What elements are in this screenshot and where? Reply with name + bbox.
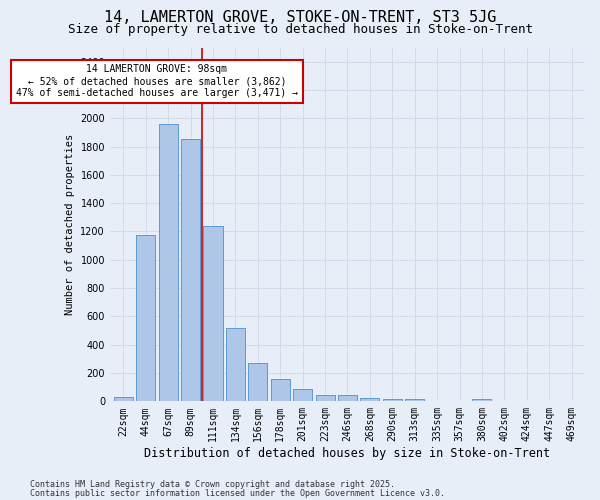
Bar [203,226,223,402]
X-axis label: Distribution of detached houses by size in Stoke-on-Trent: Distribution of detached houses by size … [145,447,551,460]
Bar [181,140,200,402]
Bar [226,328,245,402]
Text: 14 LAMERTON GROVE: 98sqm
← 52% of detached houses are smaller (3,862)
47% of sem: 14 LAMERTON GROVE: 98sqm ← 52% of detach… [16,64,298,98]
Y-axis label: Number of detached properties: Number of detached properties [65,134,75,315]
Bar [136,235,155,402]
Text: Contains HM Land Registry data © Crown copyright and database right 2025.: Contains HM Land Registry data © Crown c… [30,480,395,489]
Bar [158,124,178,402]
Bar [271,380,290,402]
Bar [383,399,402,402]
Bar [316,394,335,402]
Bar [114,398,133,402]
Bar [248,363,268,402]
Bar [472,398,491,402]
Bar [361,398,379,402]
Text: 14, LAMERTON GROVE, STOKE-ON-TRENT, ST3 5JG: 14, LAMERTON GROVE, STOKE-ON-TRENT, ST3 … [104,10,496,25]
Bar [338,396,357,402]
Bar [405,399,424,402]
Text: Size of property relative to detached houses in Stoke-on-Trent: Size of property relative to detached ho… [67,22,533,36]
Text: Contains public sector information licensed under the Open Government Licence v3: Contains public sector information licen… [30,488,445,498]
Bar [293,388,312,402]
